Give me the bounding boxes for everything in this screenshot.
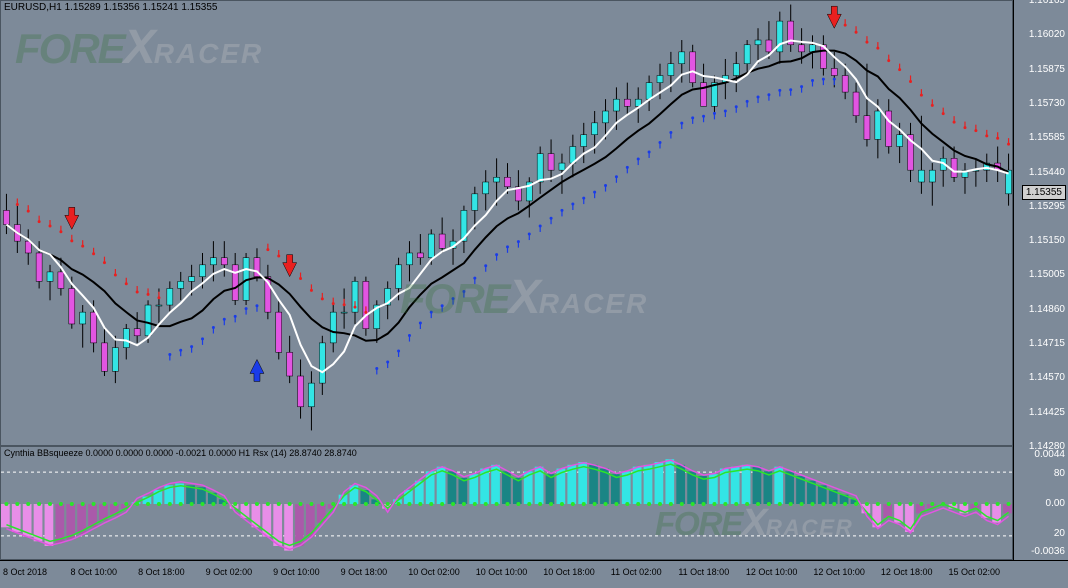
time-tick: 11 Oct 02:00 xyxy=(611,567,662,577)
price-tick: 1.16020 xyxy=(1029,29,1065,40)
time-tick: 8 Oct 10:00 xyxy=(71,567,118,577)
time-tick: 9 Oct 02:00 xyxy=(206,567,253,577)
time-tick: 12 Oct 10:00 xyxy=(746,567,798,577)
price-tick: 1.14570 xyxy=(1029,372,1065,383)
price-tick: 1.15875 xyxy=(1029,64,1065,75)
price-tick: 1.15440 xyxy=(1029,167,1065,178)
price-tick: 1.15005 xyxy=(1029,269,1065,280)
time-tick: 8 Oct 2018 xyxy=(3,567,47,577)
time-tick: 9 Oct 18:00 xyxy=(341,567,388,577)
time-tick: 10 Oct 18:00 xyxy=(543,567,595,577)
chart-title: EURUSD,H1 1.15289 1.15356 1.15241 1.1535… xyxy=(4,2,218,13)
watermark-logo: FOREXRACER xyxy=(15,20,263,75)
indicator-title: Cynthia BBsqueeze 0.0000 0.0000 0.0000 -… xyxy=(4,448,357,458)
current-price-badge: 1.15355 xyxy=(1022,185,1066,200)
price-tick: 1.15585 xyxy=(1029,132,1065,143)
price-tick: 1.15295 xyxy=(1029,201,1065,212)
time-axis: 8 Oct 2018 8 Oct 10:00 8 Oct 18:00 9 Oct 02… xyxy=(0,560,1068,588)
price-tick: 1.14425 xyxy=(1029,407,1065,418)
watermark-logo: FOREXRACER xyxy=(400,270,648,325)
time-tick: 12 Oct 10:00 xyxy=(813,567,865,577)
time-tick: 10 Oct 10:00 xyxy=(476,567,528,577)
time-tick: 10 Oct 02:00 xyxy=(408,567,460,577)
time-tick: 9 Oct 10:00 xyxy=(273,567,320,577)
price-tick: 1.14860 xyxy=(1029,304,1065,315)
time-tick: 8 Oct 18:00 xyxy=(138,567,185,577)
time-tick: 15 Oct 02:00 xyxy=(948,567,1000,577)
time-tick: 12 Oct 18:00 xyxy=(881,567,933,577)
time-tick: 11 Oct 18:00 xyxy=(678,567,729,577)
indicator-panel[interactable] xyxy=(0,446,1013,560)
price-tick: 1.16165 xyxy=(1029,0,1065,6)
price-axis: 1.16165 1.16020 1.15875 1.15730 1.15585 1.154… xyxy=(1013,0,1068,560)
price-tick: 1.14715 xyxy=(1029,338,1065,349)
price-tick: 1.15730 xyxy=(1029,98,1065,109)
price-tick: 1.15150 xyxy=(1029,235,1065,246)
watermark-logo: FOREXRACER xyxy=(655,501,854,545)
